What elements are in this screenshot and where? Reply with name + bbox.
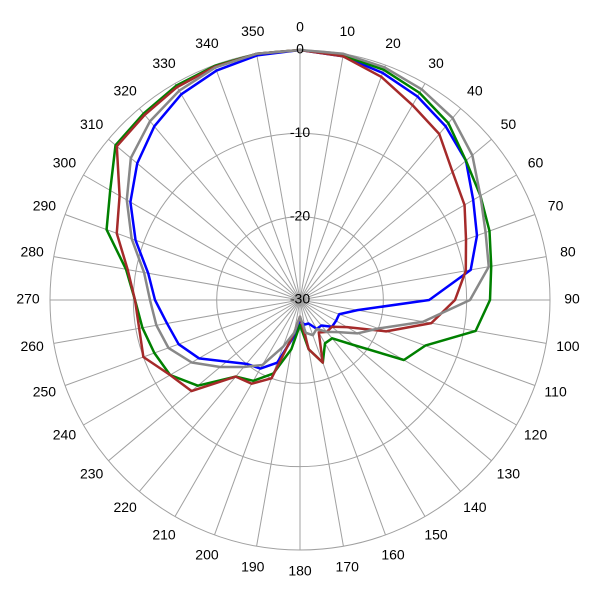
angle-label: 240: [53, 427, 77, 443]
angle-label: 280: [20, 243, 44, 259]
angle-label: 150: [424, 526, 448, 542]
r-tick-label: -10: [290, 124, 310, 140]
angle-label: 90: [564, 291, 580, 307]
spoke: [53, 299, 301, 344]
angle-label: 340: [195, 35, 219, 51]
spoke: [299, 108, 462, 301]
angle-label: 0: [296, 19, 304, 35]
angle-label: 100: [556, 338, 580, 354]
angle-label: 20: [385, 35, 401, 51]
angle-label: 110: [544, 384, 567, 400]
spoke: [214, 64, 301, 301]
angle-label: 200: [195, 546, 219, 562]
angle-label: 290: [33, 198, 57, 214]
angle-label: 50: [501, 116, 517, 132]
spoke: [299, 138, 492, 301]
angle-label: 230: [80, 466, 104, 482]
angle-label: 130: [497, 466, 521, 482]
spoke: [174, 299, 301, 517]
r-tick-label: -20: [290, 207, 310, 223]
spoke: [256, 299, 301, 547]
series-line: [125, 48, 490, 369]
angle-label: 60: [528, 155, 544, 171]
spoke: [108, 138, 301, 301]
angle-label: 180: [288, 563, 312, 579]
spoke: [299, 299, 386, 536]
angle-label: 10: [339, 23, 355, 39]
angle-label: 260: [20, 338, 44, 354]
spoke: [299, 299, 426, 517]
angle-label: 250: [33, 384, 57, 400]
angle-label: 350: [241, 23, 265, 39]
angle-label: 310: [80, 116, 104, 132]
angle-label: 330: [152, 55, 176, 71]
angle-label: 80: [560, 243, 576, 259]
spoke: [108, 299, 301, 462]
angle-label: 40: [467, 82, 483, 98]
angle-label: 120: [524, 427, 548, 443]
spoke: [138, 108, 301, 301]
angle-label: 210: [152, 526, 176, 542]
spoke: [53, 256, 301, 301]
angle-label: 30: [428, 55, 444, 71]
spoke: [174, 83, 301, 301]
spoke: [64, 214, 301, 301]
r-tick-label: 0: [296, 41, 304, 57]
spoke: [138, 299, 301, 492]
spoke: [299, 256, 547, 301]
angle-label: 190: [241, 559, 265, 575]
r-tick-label: -30: [290, 291, 310, 307]
angle-label: 140: [463, 499, 487, 515]
angle-label: 300: [53, 155, 77, 171]
spoke: [256, 53, 301, 301]
angle-label: 220: [113, 499, 137, 515]
angle-label: 270: [16, 291, 40, 307]
angle-label: 320: [113, 82, 137, 98]
angle-label: 70: [548, 198, 564, 214]
spoke: [299, 214, 536, 301]
spoke: [299, 64, 386, 301]
spoke: [64, 299, 301, 386]
angle-label: 160: [381, 546, 405, 562]
angle-label: 170: [336, 559, 360, 575]
spoke: [299, 53, 344, 301]
spoke: [299, 83, 426, 301]
spoke: [214, 299, 301, 536]
